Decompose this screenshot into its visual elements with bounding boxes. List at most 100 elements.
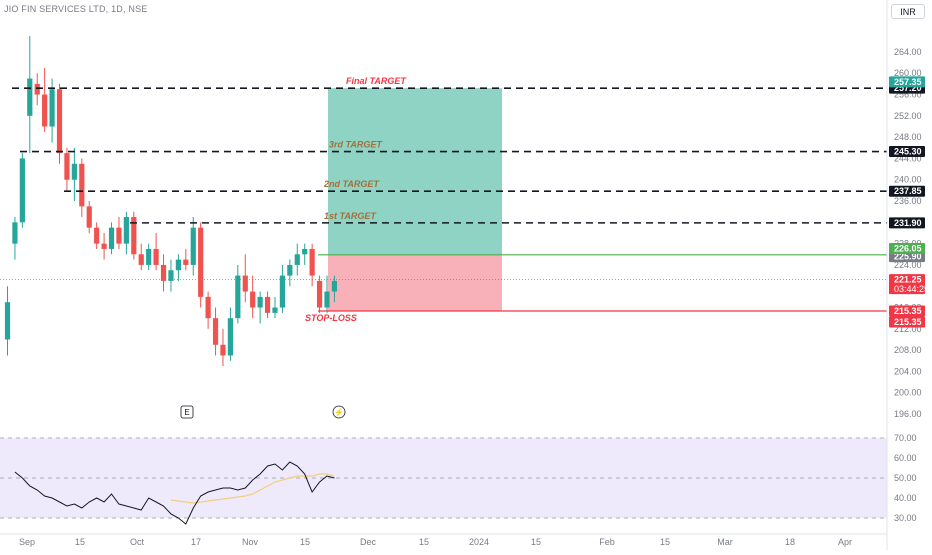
candle[interactable]: [4, 286, 11, 356]
candle[interactable]: [324, 275, 330, 313]
earnings-marker[interactable]: E: [180, 405, 194, 419]
candle[interactable]: [56, 83, 63, 164]
candle[interactable]: [49, 78, 55, 143]
lightning-icon: ⚡: [334, 407, 344, 417]
candle[interactable]: [101, 232, 107, 260]
candle[interactable]: [190, 217, 196, 276]
candle[interactable]: [71, 147, 77, 202]
candle-body: [94, 227, 100, 244]
candle-body: [101, 243, 107, 249]
second-target-price-tag-bg: [889, 185, 925, 197]
candle-body: [123, 217, 129, 244]
candle[interactable]: [175, 254, 181, 281]
candle[interactable]: [235, 264, 241, 324]
candle[interactable]: [212, 307, 219, 356]
candle[interactable]: [250, 275, 256, 319]
currency-selector[interactable]: INR: [891, 4, 925, 19]
candle[interactable]: [64, 147, 70, 191]
candle[interactable]: [183, 248, 189, 271]
candle[interactable]: [153, 232, 159, 271]
y-tick-label: 240.00: [894, 175, 922, 185]
stop-zone[interactable]: [328, 254, 502, 311]
candle[interactable]: [131, 211, 137, 260]
candle[interactable]: [123, 211, 129, 255]
candle-body: [235, 275, 241, 319]
candle[interactable]: [227, 307, 233, 361]
candle[interactable]: [116, 217, 122, 249]
candle[interactable]: [86, 201, 92, 233]
candle-body: [309, 248, 315, 276]
candle[interactable]: [108, 222, 115, 255]
candle[interactable]: [94, 222, 100, 249]
candle[interactable]: [279, 264, 286, 313]
candle[interactable]: [242, 254, 248, 303]
candle[interactable]: [220, 328, 226, 367]
rsi-line[interactable]: [14, 461, 335, 525]
candle-body: [71, 163, 77, 180]
candle[interactable]: [309, 243, 315, 287]
candle[interactable]: [34, 73, 40, 106]
candle[interactable]: [264, 291, 271, 319]
candle[interactable]: [198, 222, 204, 308]
candle-body: [49, 89, 55, 127]
y-tick-label: 244.00: [894, 153, 922, 163]
target-label-3: 2nd TARGET: [323, 179, 380, 189]
earnings-marker-box: [180, 405, 194, 419]
x-tick-label: 15: [75, 537, 85, 547]
y-tick-label: 252.00: [894, 111, 922, 121]
candle[interactable]: [138, 243, 144, 271]
second-target-price-tag-text: 237.85: [894, 186, 922, 196]
candle[interactable]: [19, 153, 25, 228]
x-tick-label: 15: [660, 537, 670, 547]
candle-body: [302, 248, 308, 255]
y-tick-label: 196.00: [894, 409, 922, 419]
stop-price-tag-bg: [889, 305, 925, 317]
rsi-y-tick-label: 50.00: [894, 473, 917, 483]
last-price-tag-bg: [889, 274, 925, 295]
candle-body: [264, 296, 271, 313]
dividend-marker[interactable]: ⚡: [332, 405, 346, 419]
candle-body: [205, 296, 211, 319]
candle[interactable]: [79, 158, 85, 218]
candle-body: [287, 264, 293, 276]
candle[interactable]: [27, 35, 33, 154]
candle[interactable]: [316, 275, 323, 313]
rsi-ma-line: [170, 473, 335, 504]
candle-body: [131, 217, 137, 255]
zone-top-price-tag-text: 257.35: [894, 77, 922, 87]
candle[interactable]: [12, 217, 18, 260]
candle-body: [56, 89, 63, 154]
final-target-price-tag-text: 257.20: [894, 83, 922, 93]
candle-body: [64, 153, 70, 180]
candle[interactable]: [146, 243, 152, 271]
candle-body: [138, 254, 144, 265]
candle[interactable]: [331, 275, 338, 303]
candle[interactable]: [294, 243, 300, 276]
candle[interactable]: [302, 243, 308, 265]
target-zone[interactable]: [328, 88, 502, 255]
target-label-4: 1st TARGET: [324, 211, 377, 221]
candle[interactable]: [272, 296, 278, 319]
candle[interactable]: [287, 259, 293, 287]
candle-body: [324, 291, 330, 308]
x-tick-label: Nov: [242, 537, 259, 547]
candle[interactable]: [257, 291, 263, 324]
candle[interactable]: [160, 254, 167, 292]
candle[interactable]: [205, 291, 211, 329]
zone-entry-price-tag-bg: [889, 243, 925, 255]
x-tick-label: 15: [300, 537, 310, 547]
candle-body: [257, 296, 263, 308]
candle-body: [279, 275, 286, 308]
target-label-2: 3rd TARGET: [329, 140, 383, 150]
candle[interactable]: [168, 259, 174, 292]
second-target-price-tag: 237.85: [889, 185, 925, 197]
entry-price-tag-text: 225.90: [894, 252, 922, 262]
rsi-y-tick-label: 60.00: [894, 453, 917, 463]
x-tick-label: 18: [785, 537, 795, 547]
candle[interactable]: [42, 67, 48, 132]
candle-body: [108, 227, 115, 249]
